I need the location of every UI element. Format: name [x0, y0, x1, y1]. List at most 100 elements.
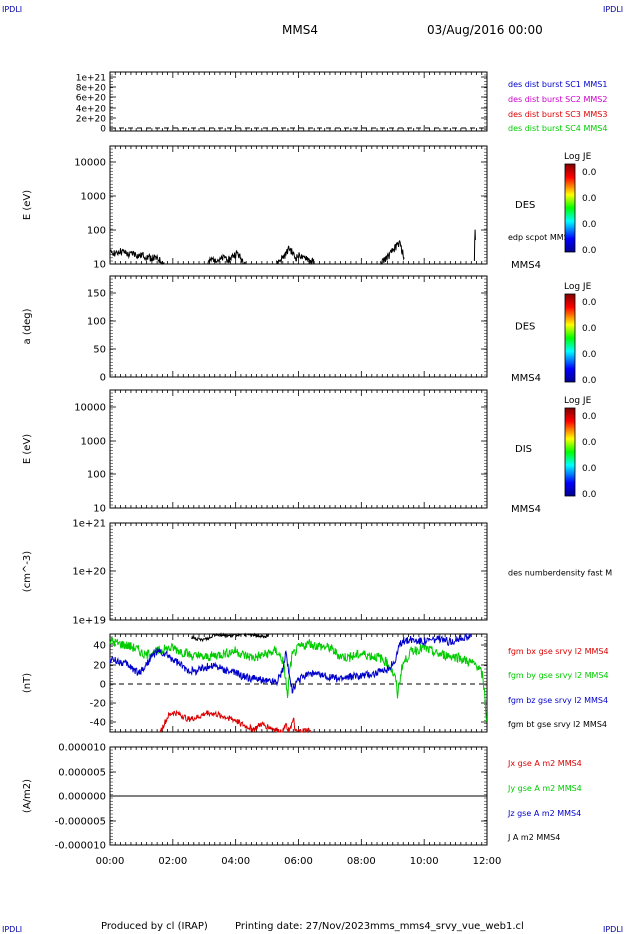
y-tick-label: 0.000005	[58, 768, 106, 779]
corner-mark-bottom-right: IPDLI	[603, 925, 623, 934]
panel-bfield: 40 20 0 -20 -40 (nT) fgm bx gse srvy l2 MMS4 fg…	[22, 632, 609, 734]
colorbar-tick-label: 0.0	[582, 168, 597, 178]
colorbar	[564, 163, 576, 253]
colorbar-tick-label: 0.0	[582, 464, 597, 474]
panel-dis_energy: 10000 1000 100 10 E (eV) DIS MMS4 Log JE 0.0 0.0 0…	[22, 389, 597, 515]
y-tick-label: 10000	[74, 158, 106, 169]
corner-mark-top-right: IPDLI	[603, 5, 623, 14]
y-tick-label: -40	[90, 718, 106, 729]
footer-produced-by: Produced by cl (IRAP)	[101, 921, 208, 932]
colorbar-tick-label: 0.0	[582, 246, 597, 256]
y-tick-label: 0	[100, 125, 106, 135]
y-tick-label: 150	[87, 289, 106, 300]
y-tick-label: 0	[100, 680, 106, 691]
plot-frame	[109, 71, 488, 132]
colorbar-title: Log JE	[564, 396, 592, 406]
legend-entry: des dist burst SC3 MMS3	[508, 110, 607, 119]
y-tick-label: 1000	[81, 437, 106, 448]
instrument-label: DIS	[515, 444, 532, 455]
colorbar-tick-label: 0.0	[582, 490, 597, 500]
y-tick-label: 0.000010	[58, 743, 106, 754]
y-axis-label: (A/m2)	[22, 779, 33, 813]
y-tick-label: 50	[93, 345, 106, 356]
series-fgm-bt-gse-srvy-l2-mms4	[191, 632, 270, 643]
y-axis-label: (nT)	[22, 673, 33, 693]
legend-entry: des dist burst SC2 MMS2	[508, 95, 607, 104]
panel-density: 1e+21 1e+20 1e+19 (cm^-3) des numberdensity …	[22, 519, 612, 627]
colorbar-tick-label: 0.0	[582, 350, 597, 360]
y-tick-label: 10000	[74, 403, 106, 414]
colorbar-tick-label: 0.0	[582, 324, 597, 334]
spacecraft-label: MMS4	[511, 260, 541, 271]
y-tick-label: 0	[100, 373, 106, 384]
plot-frame	[109, 522, 488, 621]
panel-des_pitch: 150 100 50 0 a (deg) DES MMS4 Log JE 0.0 0.0 0.0 0.…	[22, 275, 597, 386]
y-tick-label: 1e+19	[72, 616, 106, 627]
y-tick-label: 100	[87, 226, 106, 237]
y-tick-label: 4e+20	[76, 105, 107, 115]
x-tick-label: 10:00	[410, 856, 439, 867]
instrument-label: DES	[515, 200, 535, 211]
legend-entry: fgm by gse srvy l2 MMS4	[508, 671, 609, 680]
legend-entry: Jx gse A m2 MMS4	[507, 759, 582, 768]
y-tick-label: 1e+20	[72, 567, 106, 578]
overlay-label: edp scpot MMS4	[508, 233, 574, 242]
legend-entry: J A m2 MMS4	[507, 833, 560, 842]
instrument-label: DES	[515, 322, 535, 333]
legend-entry: des numberdensity fast M	[508, 569, 612, 578]
x-tick-label: 06:00	[284, 856, 313, 867]
y-tick-label: 10	[93, 260, 106, 271]
y-tick-label: 100	[87, 470, 106, 481]
colorbar	[564, 293, 576, 383]
colorbar-tick-label: 0.0	[582, 376, 597, 386]
colorbar-tick-label: 0.0	[582, 220, 597, 230]
y-tick-label: 100	[87, 317, 106, 328]
y-tick-label: 10	[93, 504, 106, 515]
footer-printing-date: Printing date: 27/Nov/2023	[235, 921, 370, 932]
legend-entry: fgm bt gse srvy l2 MMS4	[508, 720, 607, 729]
x-tick-label: 12:00	[473, 856, 502, 867]
footer-plot-name: mms_mms4_srvy_vue_web1.cl	[370, 921, 524, 932]
legend-entry: des dist burst SC4 MMS4	[508, 124, 607, 133]
y-axis-label: (cm^-3)	[22, 551, 33, 592]
spacecraft-label: MMS4	[511, 373, 541, 384]
series-fgm-bx-gse-srvy-l2-mms4	[159, 709, 311, 734]
legend-entry: Jz gse A m2 MMS4	[507, 809, 581, 818]
plot-frame	[109, 275, 488, 378]
plot-frame	[109, 145, 488, 265]
colorbar-tick-label: 0.0	[582, 438, 597, 448]
colorbar	[564, 407, 576, 497]
spacecraft-label: MMS4	[511, 504, 541, 515]
colorbar-tick-label: 0.0	[582, 298, 597, 308]
x-tick-label: 00:00	[96, 856, 125, 867]
panel-des_energy: 10000 1000 100 10 E (eV) DES MMS4 edp scpot MMS…	[22, 145, 597, 271]
date-title: 03/Aug/2016 00:00	[427, 23, 543, 37]
y-axis-label: E (eV)	[22, 190, 33, 220]
y-tick-label: -0.000005	[55, 817, 106, 828]
colorbar-title: Log JE	[564, 282, 592, 292]
x-tick-label: 04:00	[221, 856, 250, 867]
corner-mark-top-left: IPDLI	[2, 5, 22, 14]
y-axis-label: E (eV)	[22, 434, 33, 464]
y-tick-label: 8e+20	[76, 84, 107, 94]
plot-frame	[109, 389, 488, 509]
legend-entry: des dist burst SC1 MMS1	[508, 80, 607, 89]
y-tick-label: 1000	[81, 192, 106, 203]
y-tick-label: -20	[90, 699, 106, 710]
legend-entry: fgm bz gse srvy l2 MMS4	[508, 696, 608, 705]
y-tick-label: 6e+20	[76, 94, 107, 104]
y-axis-label: a (deg)	[22, 308, 33, 344]
x-tick-label: 02:00	[158, 856, 187, 867]
colorbar-tick-label: 0.0	[582, 194, 597, 204]
y-tick-label: 0.000000	[58, 792, 106, 803]
series-edp-scpot-mms4	[109, 229, 476, 266]
legend-entry: fgm bx gse srvy l2 MMS4	[508, 647, 609, 656]
y-tick-label: 20	[93, 661, 106, 672]
panel-current: 0.000010 0.000005 0.000000 -0.000005 -0.0000…	[22, 743, 582, 852]
colorbar-title: Log JE	[564, 152, 592, 162]
y-tick-label: 40	[93, 641, 106, 652]
spacecraft-title: MMS4	[282, 23, 318, 37]
